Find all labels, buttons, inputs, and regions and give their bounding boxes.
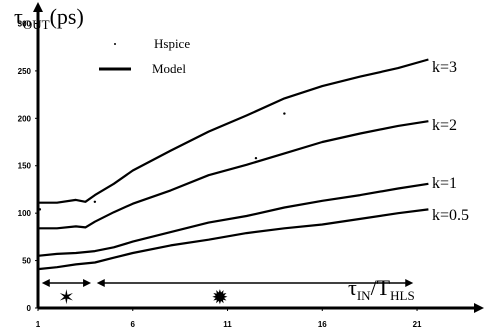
series-line-k3	[38, 58, 429, 204]
region-arrow-head-right	[405, 279, 414, 287]
region-arrow-head-left	[41, 279, 50, 287]
y-axis-label: τOUT(ps)	[14, 4, 84, 32]
x-axis-label: τIN/THLS	[348, 275, 415, 303]
y-tick-label: 0	[27, 304, 32, 313]
series-label: k=1	[432, 175, 457, 192]
legend-hspice-marker	[114, 43, 116, 45]
x-tick-label: 1	[36, 320, 41, 329]
x-tick-label: 21	[413, 320, 422, 329]
hspice-point	[38, 208, 42, 211]
y-tick-label: 50	[22, 257, 31, 266]
legend-model-label: Model	[152, 61, 186, 76]
series-label: k=2	[432, 117, 457, 134]
region-arrow-head-left	[96, 279, 105, 287]
series-line-k05	[37, 208, 429, 271]
region-star-icon: ✹	[212, 285, 229, 309]
hspice-point	[93, 200, 97, 203]
y-tick-label: 100	[18, 209, 32, 218]
series-line-k1	[37, 182, 429, 257]
x-axis-arrow	[474, 303, 484, 313]
series-lines	[37, 58, 429, 271]
y-tick-label: 200	[18, 114, 32, 123]
region-markers: ✶ ✹	[41, 279, 414, 309]
series-label: k=0.5	[432, 207, 469, 224]
y-tick-label: 250	[18, 67, 32, 76]
series-labels: k=3 k=2 k=1 k=0.5	[432, 59, 469, 224]
x-tick-label: 11	[223, 320, 232, 329]
x-tick-label: 16	[318, 320, 327, 329]
series-line-k2	[38, 120, 429, 230]
region-star-icon: ✶	[58, 285, 75, 309]
hspice-points	[38, 112, 286, 211]
legend-hspice-label: Hspice	[154, 36, 190, 51]
region-arrow-head-right	[83, 279, 92, 287]
y-axis-arrow	[33, 2, 43, 12]
legend: Hspice Model	[99, 36, 190, 76]
y-tick-label: 300	[18, 19, 32, 28]
x-tick-label: 6	[131, 320, 136, 329]
axes	[33, 2, 484, 313]
hspice-point	[283, 112, 286, 115]
series-label: k=3	[432, 59, 457, 76]
hspice-point	[254, 156, 258, 160]
y-tick-label: 150	[18, 162, 32, 171]
